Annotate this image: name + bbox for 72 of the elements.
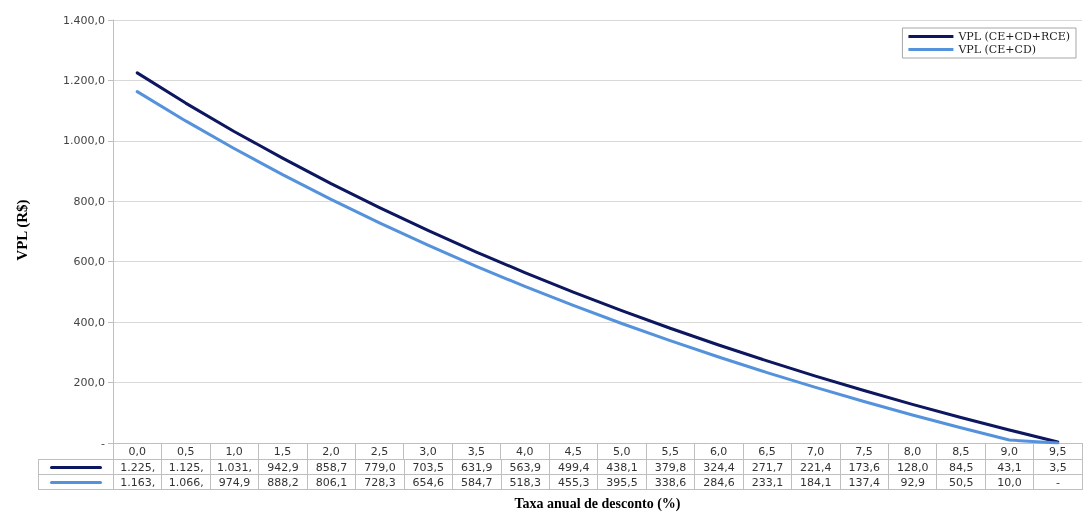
x-tick-label: 0,0 bbox=[128, 445, 146, 458]
x-tick-label: 6,5 bbox=[758, 445, 776, 458]
data-label: 1.163, bbox=[113, 474, 162, 490]
data-label: 395,5 bbox=[597, 474, 647, 490]
data-label: 779,0 bbox=[355, 459, 405, 475]
data-label: 728,3 bbox=[355, 474, 405, 490]
x-tick-label: 5,0 bbox=[612, 445, 631, 458]
y-tick-label: 800,0 bbox=[73, 194, 105, 208]
data-label: 703,5 bbox=[404, 459, 453, 475]
x-tick-label: 4,0 bbox=[516, 445, 534, 458]
data-label: 631,9 bbox=[452, 459, 501, 475]
x-tick-label: 1,5 bbox=[273, 445, 292, 458]
data-label: 84,5 bbox=[936, 459, 986, 475]
data-label: 173,6 bbox=[840, 459, 889, 475]
data-label: 324,4 bbox=[694, 459, 744, 475]
data-label: 128,0 bbox=[888, 459, 937, 475]
data-label: 806,1 bbox=[307, 474, 356, 490]
data-label: 3,5 bbox=[1033, 459, 1083, 475]
x-tick-label: 6,0 bbox=[709, 445, 728, 458]
y-tick-label: 1.200,0 bbox=[63, 73, 105, 87]
data-label: 184,1 bbox=[791, 474, 841, 490]
y-axis-title: VPL (R$) bbox=[13, 199, 31, 261]
data-label: 92,9 bbox=[888, 474, 937, 490]
data-label: 563,9 bbox=[501, 459, 550, 475]
data-label: 518,3 bbox=[501, 474, 550, 490]
x-tick-label: 9,5 bbox=[1049, 445, 1067, 458]
y-tick-label: 1.000,0 bbox=[63, 134, 105, 148]
x-tick-label: 4,5 bbox=[564, 445, 583, 458]
x-axis-title: Taxa anual de desconto (%) bbox=[513, 496, 682, 512]
x-tick-label: 3,0 bbox=[419, 445, 437, 458]
data-label: 338,6 bbox=[646, 474, 695, 490]
data-label: 1.125, bbox=[161, 459, 211, 475]
data-label: - bbox=[1033, 474, 1083, 490]
x-tick-label: 5,5 bbox=[661, 445, 679, 458]
x-tick-label: 3,5 bbox=[467, 445, 486, 458]
data-label: 221,4 bbox=[791, 459, 841, 475]
data-label: 271,7 bbox=[743, 459, 792, 475]
data-label: 233,1 bbox=[743, 474, 792, 490]
data-label: 284,6 bbox=[694, 474, 744, 490]
data-label: 10,0 bbox=[985, 474, 1034, 490]
data-label: 1.031, bbox=[210, 459, 259, 475]
data-label: 942,9 bbox=[258, 459, 308, 475]
y-tick-label: 1.400,0 bbox=[63, 13, 105, 27]
data-label: 888,2 bbox=[258, 474, 308, 490]
x-tick-label: 8,5 bbox=[952, 445, 970, 458]
y-tick-label: 200,0 bbox=[73, 376, 105, 390]
data-label: 858,7 bbox=[307, 459, 356, 475]
data-label: 455,3 bbox=[549, 474, 598, 490]
data-label: 974,9 bbox=[210, 474, 259, 490]
x-tick-label: 9,0 bbox=[1000, 445, 1019, 458]
x-tick-label: 7,0 bbox=[806, 445, 825, 458]
y-tick-label: 400,0 bbox=[73, 315, 105, 329]
data-label: 137,4 bbox=[840, 474, 889, 490]
x-tick-label: 7,5 bbox=[855, 445, 873, 458]
data-label: 50,5 bbox=[936, 474, 986, 490]
data-label: 43,1 bbox=[985, 459, 1034, 475]
x-tick-label: 2,5 bbox=[370, 445, 389, 458]
data-label: 438,1 bbox=[597, 459, 647, 475]
data-label: 1.225, bbox=[113, 459, 162, 475]
x-tick-label: 1,0 bbox=[225, 445, 243, 458]
x-tick-label: 2,0 bbox=[322, 445, 340, 458]
y-tick-label: - bbox=[101, 436, 106, 450]
x-tick-label: 0,5 bbox=[176, 445, 195, 458]
legend-label: VPL (CE+CD+RCE) bbox=[957, 30, 1070, 43]
data-label: 1.066, bbox=[161, 474, 211, 490]
data-label: 584,7 bbox=[452, 474, 501, 490]
data-label: 654,6 bbox=[404, 474, 453, 490]
data-label: 379,8 bbox=[646, 459, 695, 475]
legend-label: VPL (CE+CD) bbox=[957, 43, 1037, 56]
x-tick-label: 8,0 bbox=[903, 445, 922, 458]
y-tick-label: 600,0 bbox=[73, 255, 105, 269]
data-label: 499,4 bbox=[549, 459, 598, 475]
